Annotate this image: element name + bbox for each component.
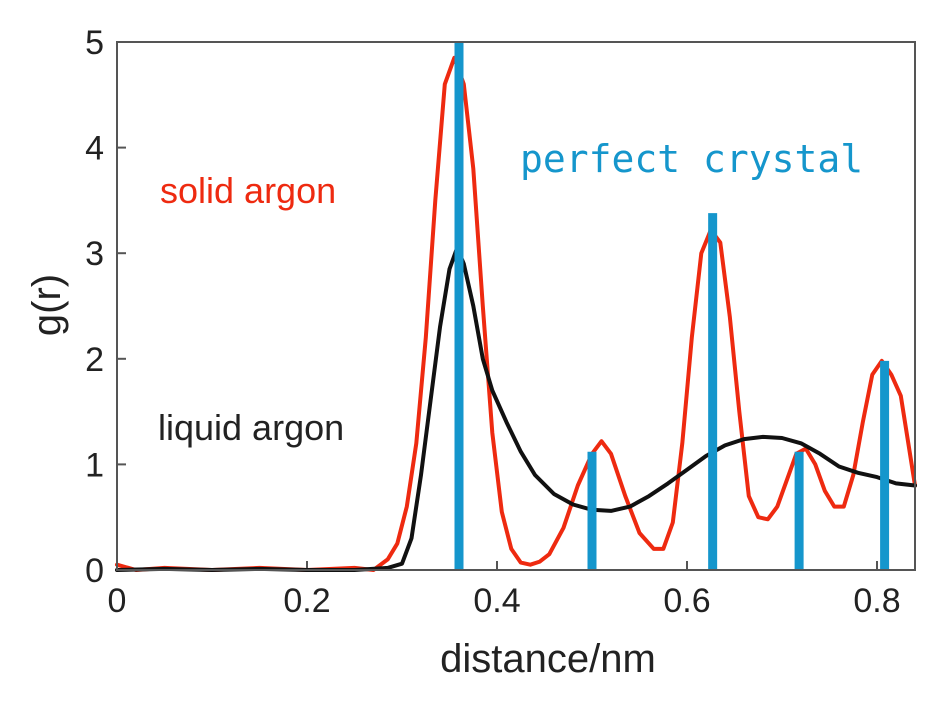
y-tick-labels: 0 1 2 3 4 5 — [85, 24, 104, 590]
y-tick-label: 3 — [85, 235, 104, 273]
y-axis-title: g(r) — [25, 274, 69, 336]
y-tick-label: 2 — [85, 341, 104, 379]
liquid-argon-label: liquid argon — [158, 407, 344, 448]
series-line-solid-argon — [115, 55, 917, 572]
x-tick-label: 0.2 — [283, 582, 330, 620]
x-tick-labels: 0 0.2 0.4 0.6 0.8 — [108, 582, 901, 620]
series-group — [115, 55, 917, 572]
series-line-liquid-argon — [115, 245, 917, 572]
y-tick-label: 4 — [85, 130, 104, 168]
tick-marks — [116, 41, 878, 571]
plot-frame — [116, 41, 916, 571]
x-tick-label: 0.6 — [663, 582, 710, 620]
x-tick-label: 0 — [108, 582, 127, 620]
y-tick-label: 0 — [85, 552, 104, 590]
solid-argon-label: solid argon — [160, 170, 336, 211]
perfect-crystal-lines — [454, 42, 890, 570]
x-axis-title: distance/nm — [440, 637, 656, 681]
x-tick-label: 0.4 — [473, 582, 520, 620]
y-tick-label: 1 — [85, 446, 104, 484]
x-tick-label: 0.8 — [853, 582, 900, 620]
y-tick-label: 5 — [85, 24, 104, 62]
perfect-crystal-label: perfect crystal — [520, 137, 863, 181]
